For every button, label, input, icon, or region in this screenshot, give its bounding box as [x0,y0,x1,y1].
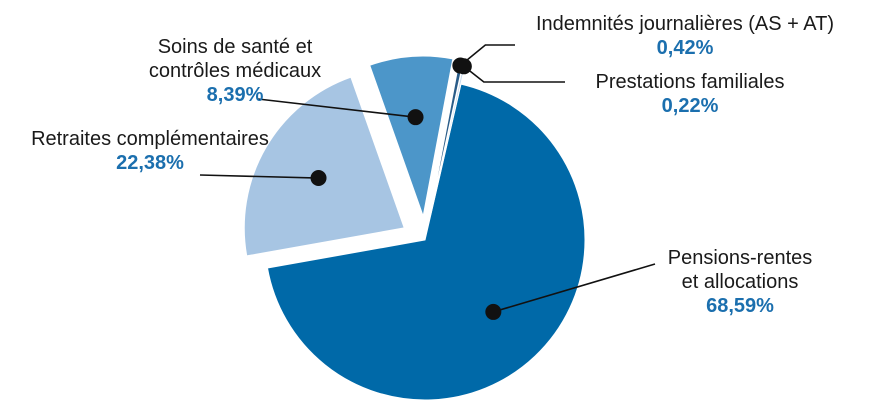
label-dot [485,303,502,320]
label-dot [310,170,327,187]
category-name: Soins de santé et contrôles médicaux [148,36,322,82]
pie-slice [369,55,454,218]
category-name: Prestations familiales [595,71,785,93]
category-name: Indemnités journalières (AS + AT) [535,13,835,35]
pie-slice [429,56,465,215]
leader-line [199,174,319,179]
slice-label: Prestations familiales 0,22% [560,70,820,118]
leader-line [493,263,656,313]
pie-slice [243,76,405,257]
slice-label: Retraites complémentaires 22,38% [5,127,295,175]
value-label: 0,42% [656,37,714,59]
pie-slice [266,83,586,401]
value-label: 68,59% [706,295,774,317]
slice-label: Soins de santé et contrôles médicaux 8,39… [130,35,340,107]
leader-line [459,44,515,67]
value-label: 22,38% [116,152,184,174]
pie-slice [430,57,468,215]
slice-label: Indemnités journalières (AS + AT) 0,42% [500,12,870,60]
leader-line [257,98,416,118]
leader-line [463,65,565,83]
slice-label: Pensions-rentes et allocations 68,59% [660,246,820,318]
label-dot [455,58,472,75]
category-name: Pensions-rentes et allocations [667,247,813,293]
label-dot [407,109,424,126]
value-label: 0,22% [661,95,719,117]
category-name: Retraites complémentaires [31,128,269,150]
value-label: 8,39% [206,84,264,106]
